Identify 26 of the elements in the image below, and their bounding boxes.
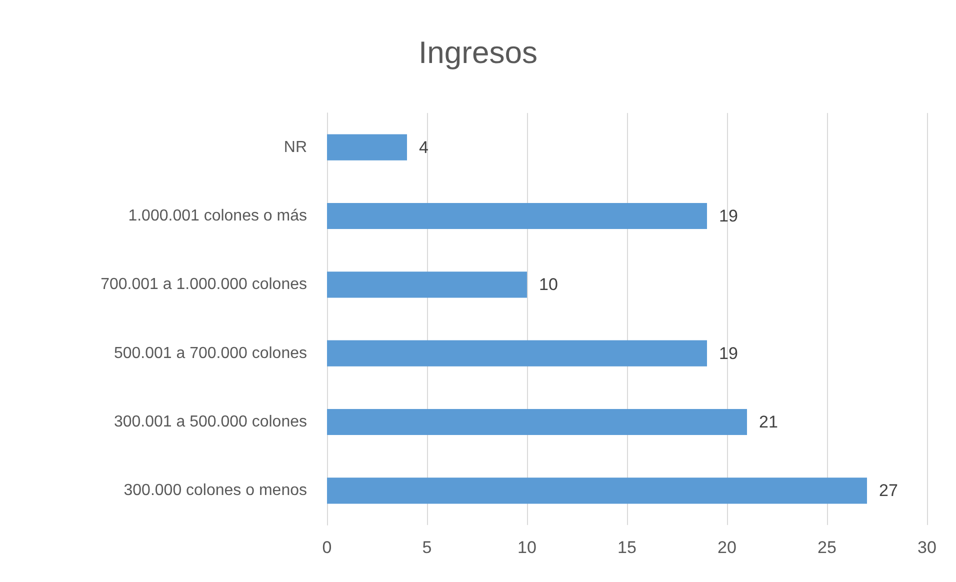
- x-tick-label: 30: [918, 538, 936, 557]
- bar: [327, 272, 527, 298]
- data-label: 21: [759, 412, 778, 432]
- y-tick-label: NR: [284, 138, 307, 156]
- x-tick-label: 15: [618, 538, 636, 557]
- y-tick-label: 300.000 colones o menos: [124, 482, 307, 500]
- x-tick-label: 10: [518, 538, 536, 557]
- data-label: 10: [539, 275, 558, 294]
- bar: [327, 478, 867, 504]
- x-tick-label: 20: [718, 538, 736, 557]
- x-tick-label: 5: [422, 538, 432, 557]
- data-label: 19: [719, 344, 738, 363]
- y-tick-label: 700.001 a 1.000.000 colones: [100, 276, 307, 294]
- bar: [327, 134, 407, 160]
- data-label: 19: [719, 206, 738, 226]
- y-tick-label: 500.001 a 700.000 colones: [114, 344, 307, 362]
- data-label: 27: [879, 481, 898, 500]
- data-label: 4: [419, 138, 428, 157]
- y-tick-label: 1.000.001 colones o más: [128, 208, 307, 224]
- x-tick-label: 0: [322, 538, 332, 557]
- bar: [327, 202, 707, 230]
- bar: [327, 408, 747, 436]
- y-tick-label: 300.001 a 500.000 colones: [114, 414, 307, 430]
- bar: [327, 340, 707, 366]
- x-tick-label: 25: [818, 538, 836, 557]
- chart-title: Ingresos: [418, 35, 538, 70]
